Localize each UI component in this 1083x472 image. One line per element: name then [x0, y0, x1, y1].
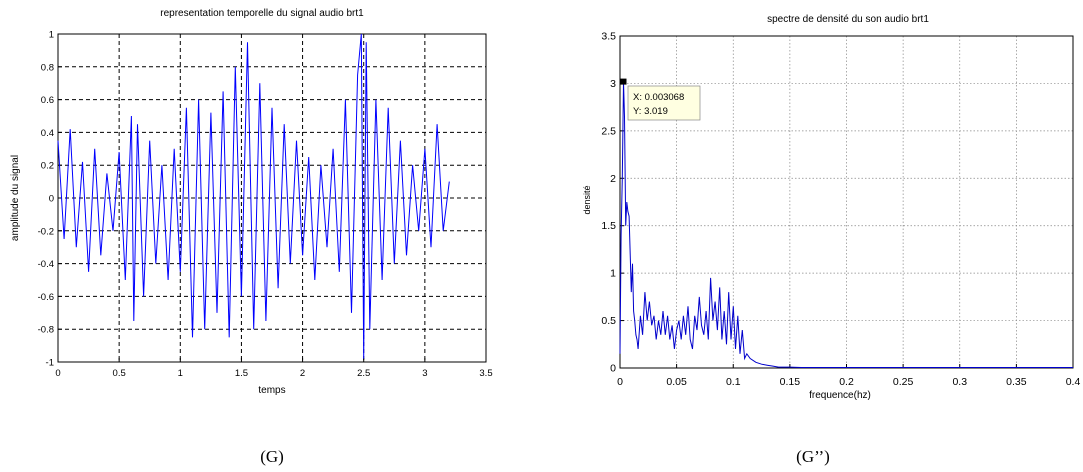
x-tick-label: 2: [300, 368, 305, 379]
x-tick-label: 0.2: [839, 376, 854, 388]
y-tick-label: 0.6: [41, 95, 54, 106]
datatip: X: 0.003068 Y: 3.019: [627, 85, 701, 121]
x-tick-label: 0.5: [113, 368, 126, 379]
right-y-tick-labels: 0 0.5 1 1.5 2 2.5 3 3.5: [601, 31, 616, 375]
left-grid: [58, 34, 486, 362]
left-x-tick-labels: 0 0.5 1 1.5 2 2.5 3 3.5: [55, 368, 492, 379]
right-series-line: [619, 81, 1073, 368]
x-tick-label: 0.3: [952, 376, 967, 388]
spectrum-plot: spectre de densité du son audio brt1 0 0.…: [582, 14, 1080, 401]
datatip-marker: [620, 78, 627, 85]
y-tick-label: 0.4: [41, 128, 54, 139]
y-tick-label: 0.8: [41, 62, 54, 73]
x-tick-label: 3: [422, 368, 427, 379]
y-tick-label: 1.5: [601, 220, 616, 232]
y-tick-label: -0.8: [38, 325, 54, 336]
time-domain-plot: representation temporelle du signal audi…: [10, 8, 493, 396]
datatip-box: [627, 85, 701, 121]
x-tick-label: 1: [178, 368, 183, 379]
left-x-axis-label: temps: [258, 385, 285, 396]
y-tick-label: -0.4: [38, 259, 54, 270]
y-tick-label: -0.6: [38, 292, 54, 303]
y-tick-label: 2: [610, 173, 616, 185]
x-tick-label: 0.05: [666, 376, 687, 388]
datatip-x-text: X: 0.003068: [633, 92, 684, 103]
x-tick-label: 0.4: [1066, 376, 1081, 388]
y-tick-label: 0: [49, 194, 54, 205]
x-tick-label: 0.35: [1006, 376, 1027, 388]
right-x-tick-labels: 0 0.05 0.1 0.15 0.2 0.25 0.3 0.35 0.4: [617, 376, 1080, 388]
right-y-axis-label: densité: [582, 185, 592, 214]
x-tick-label: 2.5: [357, 368, 370, 379]
left-y-tick-labels: -1 -0.8 -0.6 -0.4 -0.2 0 0.2 0.4 0.6 0.8 1: [38, 30, 54, 369]
y-tick-label: -0.2: [38, 226, 54, 237]
y-tick-label: 0: [610, 363, 616, 375]
datatip-y-text: Y: 3.019: [633, 106, 668, 117]
y-tick-label: 0.2: [41, 161, 54, 172]
x-tick-label: 3.5: [479, 368, 492, 379]
left-y-axis-label: amplitude du signal: [10, 155, 21, 241]
left-series-line: [57, 33, 450, 359]
x-tick-label: 1.5: [235, 368, 248, 379]
right-caption: (G’’): [796, 447, 830, 466]
left-caption: (G): [260, 447, 284, 466]
left-chart-title: representation temporelle du signal audi…: [160, 8, 364, 19]
y-tick-label: 0.5: [601, 315, 616, 327]
left-ticks: [57, 33, 487, 363]
x-tick-label: 0.1: [726, 376, 741, 388]
y-tick-label: -1: [46, 358, 54, 369]
y-tick-label: 3: [610, 78, 616, 90]
x-tick-label: 0: [55, 368, 60, 379]
y-tick-label: 1: [610, 268, 616, 280]
x-tick-label: 0.25: [893, 376, 914, 388]
x-tick-label: 0: [617, 376, 623, 388]
y-tick-label: 2.5: [601, 125, 616, 137]
y-tick-label: 1: [49, 30, 54, 41]
y-tick-label: 3.5: [601, 31, 616, 43]
right-chart-title: spectre de densité du son audio brt1: [767, 14, 929, 25]
right-x-axis-label: frequence(hz): [809, 390, 871, 401]
x-tick-label: 0.15: [780, 376, 801, 388]
